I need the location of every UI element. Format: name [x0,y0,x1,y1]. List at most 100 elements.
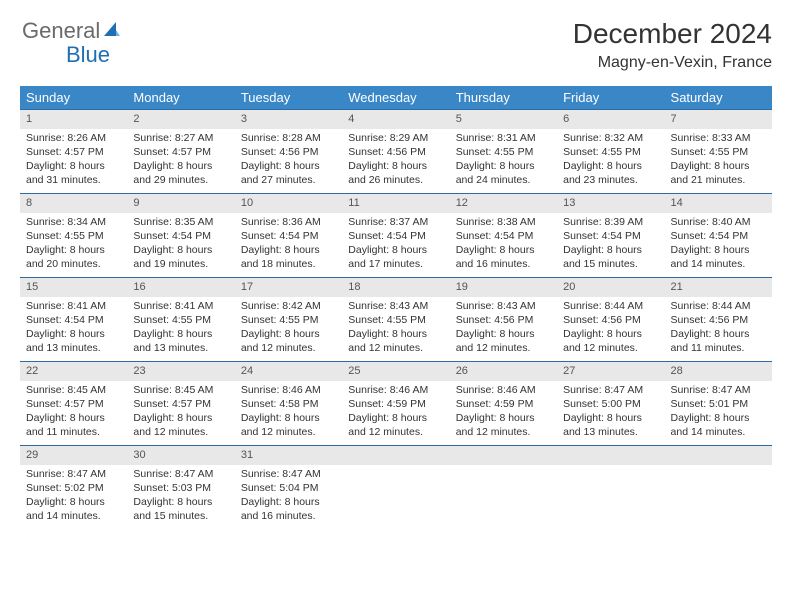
sunset-text: Sunset: 4:59 PM [348,397,443,411]
weekday-header-row: Sunday Monday Tuesday Wednesday Thursday… [20,86,772,110]
day-number: 28 [665,362,772,381]
daylight-text-2: and 14 minutes. [671,425,766,439]
sunrise-text: Sunrise: 8:31 AM [456,131,551,145]
day-number: 24 [235,362,342,381]
daylight-text-2: and 12 minutes. [348,341,443,355]
calendar-cell [450,446,557,530]
sunrise-text: Sunrise: 8:37 AM [348,215,443,229]
day-number: 12 [450,194,557,213]
location-subtitle: Magny-en-Vexin, France [573,54,772,72]
daylight-text-1: Daylight: 8 hours [133,243,228,257]
daylight-text-2: and 18 minutes. [241,257,336,271]
daylight-text-1: Daylight: 8 hours [133,327,228,341]
sunset-text: Sunset: 4:57 PM [26,397,121,411]
day-content: Sunrise: 8:41 AMSunset: 4:55 PMDaylight:… [127,297,234,360]
sunset-text: Sunset: 5:03 PM [133,481,228,495]
sunset-text: Sunset: 4:59 PM [456,397,551,411]
sunrise-text: Sunrise: 8:46 AM [456,383,551,397]
sunset-text: Sunset: 4:55 PM [26,229,121,243]
day-content: Sunrise: 8:34 AMSunset: 4:55 PMDaylight:… [20,213,127,276]
sunrise-text: Sunrise: 8:44 AM [671,299,766,313]
sunrise-text: Sunrise: 8:29 AM [348,131,443,145]
sunset-text: Sunset: 4:55 PM [133,313,228,327]
daylight-text-1: Daylight: 8 hours [348,327,443,341]
day-content: Sunrise: 8:28 AMSunset: 4:56 PMDaylight:… [235,129,342,192]
sunrise-text: Sunrise: 8:47 AM [241,467,336,481]
day-content: Sunrise: 8:32 AMSunset: 4:55 PMDaylight:… [557,129,664,192]
calendar-cell: 11Sunrise: 8:37 AMSunset: 4:54 PMDayligh… [342,194,449,278]
calendar-cell [557,446,664,530]
day-content: Sunrise: 8:31 AMSunset: 4:55 PMDaylight:… [450,129,557,192]
calendar-cell: 20Sunrise: 8:44 AMSunset: 4:56 PMDayligh… [557,278,664,362]
daylight-text-1: Daylight: 8 hours [133,411,228,425]
daylight-text-2: and 15 minutes. [563,257,658,271]
day-content: Sunrise: 8:46 AMSunset: 4:59 PMDaylight:… [342,381,449,444]
daylight-text-2: and 26 minutes. [348,173,443,187]
day-content: Sunrise: 8:44 AMSunset: 4:56 PMDaylight:… [557,297,664,360]
daylight-text-1: Daylight: 8 hours [348,411,443,425]
sunrise-text: Sunrise: 8:47 AM [26,467,121,481]
day-number: 3 [235,110,342,129]
daylight-text-1: Daylight: 8 hours [563,243,658,257]
day-number: 2 [127,110,234,129]
sunset-text: Sunset: 4:55 PM [671,145,766,159]
day-content: Sunrise: 8:47 AMSunset: 5:02 PMDaylight:… [20,465,127,528]
sunset-text: Sunset: 4:55 PM [241,313,336,327]
daylight-text-2: and 20 minutes. [26,257,121,271]
sunrise-text: Sunrise: 8:27 AM [133,131,228,145]
daylight-text-1: Daylight: 8 hours [671,243,766,257]
day-number: 18 [342,278,449,297]
daylight-text-1: Daylight: 8 hours [26,159,121,173]
header: General Blue December 2024 Magny-en-Vexi… [20,18,772,72]
logo: General Blue [20,18,122,70]
daylight-text-1: Daylight: 8 hours [26,411,121,425]
calendar-cell: 16Sunrise: 8:41 AMSunset: 4:55 PMDayligh… [127,278,234,362]
daylight-text-1: Daylight: 8 hours [671,159,766,173]
day-number-empty [665,446,772,465]
calendar-cell [342,446,449,530]
calendar-cell: 22Sunrise: 8:45 AMSunset: 4:57 PMDayligh… [20,362,127,446]
sunrise-text: Sunrise: 8:35 AM [133,215,228,229]
day-content: Sunrise: 8:42 AMSunset: 4:55 PMDaylight:… [235,297,342,360]
calendar-cell: 21Sunrise: 8:44 AMSunset: 4:56 PMDayligh… [665,278,772,362]
daylight-text-2: and 12 minutes. [348,425,443,439]
daylight-text-2: and 16 minutes. [456,257,551,271]
daylight-text-1: Daylight: 8 hours [563,411,658,425]
calendar-table: Sunday Monday Tuesday Wednesday Thursday… [20,86,772,530]
day-number: 8 [20,194,127,213]
daylight-text-2: and 12 minutes. [456,341,551,355]
day-number: 19 [450,278,557,297]
sunset-text: Sunset: 5:02 PM [26,481,121,495]
day-number-empty [450,446,557,465]
calendar-cell: 28Sunrise: 8:47 AMSunset: 5:01 PMDayligh… [665,362,772,446]
daylight-text-2: and 14 minutes. [26,509,121,523]
calendar-cell: 6Sunrise: 8:32 AMSunset: 4:55 PMDaylight… [557,110,664,194]
day-number: 13 [557,194,664,213]
sunset-text: Sunset: 5:00 PM [563,397,658,411]
calendar-cell: 1Sunrise: 8:26 AMSunset: 4:57 PMDaylight… [20,110,127,194]
sunrise-text: Sunrise: 8:46 AM [241,383,336,397]
daylight-text-1: Daylight: 8 hours [26,243,121,257]
calendar-cell: 31Sunrise: 8:47 AMSunset: 5:04 PMDayligh… [235,446,342,530]
sunrise-text: Sunrise: 8:41 AM [133,299,228,313]
daylight-text-2: and 17 minutes. [348,257,443,271]
sunset-text: Sunset: 4:57 PM [26,145,121,159]
daylight-text-2: and 27 minutes. [241,173,336,187]
sunrise-text: Sunrise: 8:38 AM [456,215,551,229]
daylight-text-1: Daylight: 8 hours [348,159,443,173]
daylight-text-1: Daylight: 8 hours [348,243,443,257]
daylight-text-1: Daylight: 8 hours [563,159,658,173]
page-title: December 2024 [573,18,772,50]
day-number: 10 [235,194,342,213]
sunset-text: Sunset: 4:56 PM [456,313,551,327]
sunrise-text: Sunrise: 8:45 AM [133,383,228,397]
day-content: Sunrise: 8:27 AMSunset: 4:57 PMDaylight:… [127,129,234,192]
sunset-text: Sunset: 5:04 PM [241,481,336,495]
calendar-row: 8Sunrise: 8:34 AMSunset: 4:55 PMDaylight… [20,194,772,278]
day-content: Sunrise: 8:43 AMSunset: 4:55 PMDaylight:… [342,297,449,360]
sunset-text: Sunset: 4:54 PM [671,229,766,243]
day-content: Sunrise: 8:35 AMSunset: 4:54 PMDaylight:… [127,213,234,276]
weekday-header: Tuesday [235,86,342,110]
weekday-header: Thursday [450,86,557,110]
calendar-cell: 25Sunrise: 8:46 AMSunset: 4:59 PMDayligh… [342,362,449,446]
